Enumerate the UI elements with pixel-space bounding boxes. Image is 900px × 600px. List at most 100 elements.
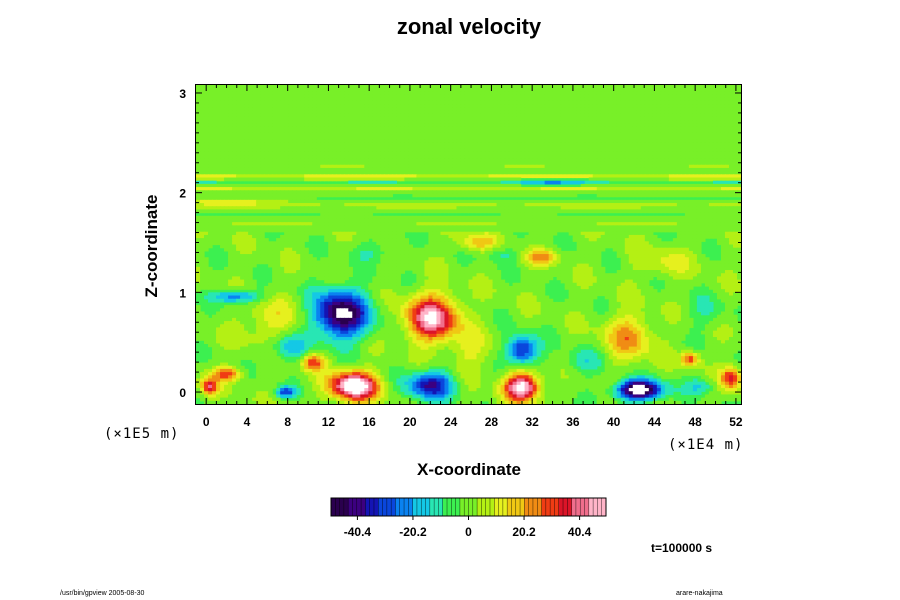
heatmap-cell xyxy=(664,142,670,147)
heatmap-cell xyxy=(588,164,594,169)
heatmap-cell xyxy=(688,177,694,182)
heatmap-cell xyxy=(284,206,289,211)
heatmap-cell xyxy=(496,167,502,172)
heatmap-cell xyxy=(208,132,213,137)
heatmap-cell xyxy=(588,136,594,140)
heatmap-cell xyxy=(492,104,498,108)
heatmap-cell xyxy=(716,167,722,172)
heatmap-cell xyxy=(452,116,458,121)
heatmap-cell xyxy=(680,199,686,204)
heatmap-cell xyxy=(212,132,217,137)
heatmap-cell xyxy=(260,158,265,163)
heatmap-cell xyxy=(336,174,341,179)
heatmap-cell xyxy=(664,203,670,207)
heatmap-cell xyxy=(340,116,345,121)
heatmap-cell xyxy=(252,190,257,195)
heatmap-cell xyxy=(584,110,590,115)
heatmap-cell xyxy=(652,97,658,102)
heatmap-cell xyxy=(364,107,369,112)
heatmap-cell xyxy=(628,94,634,99)
heatmap-cell xyxy=(456,183,462,188)
heatmap-cell xyxy=(376,187,381,191)
heatmap-cell xyxy=(360,167,365,172)
heatmap-cell xyxy=(496,97,502,102)
heatmap-cell xyxy=(472,126,478,131)
heatmap-cell xyxy=(332,199,337,204)
heatmap-cell xyxy=(456,97,462,102)
heatmap-cell xyxy=(360,155,365,159)
heatmap-cell xyxy=(300,104,305,108)
heatmap-cell xyxy=(368,187,373,191)
heatmap-cell xyxy=(304,171,309,175)
heatmap-cell xyxy=(644,126,650,131)
heatmap-cell xyxy=(468,107,474,112)
heatmap-cell xyxy=(344,183,349,188)
heatmap-cell xyxy=(516,171,522,175)
heatmap-cell xyxy=(692,155,698,159)
heatmap-cell xyxy=(704,155,710,159)
heatmap-cell xyxy=(224,151,229,156)
heatmap-cell xyxy=(552,120,558,124)
heatmap-cell xyxy=(284,104,289,108)
heatmap-cell xyxy=(236,85,241,89)
heatmap-cell xyxy=(648,183,654,188)
heatmap-cell xyxy=(256,132,261,137)
heatmap-cell xyxy=(616,104,622,108)
heatmap-cell xyxy=(384,193,389,198)
heatmap-cell xyxy=(260,155,265,159)
heatmap-cell xyxy=(532,129,538,134)
heatmap-cell xyxy=(252,158,257,163)
heatmap-cell xyxy=(588,123,594,128)
heatmap-cell xyxy=(372,174,377,179)
heatmap-cell xyxy=(536,113,542,118)
heatmap-cell xyxy=(320,139,325,144)
heatmap-cell xyxy=(572,97,578,102)
heatmap-cell xyxy=(524,132,530,137)
heatmap-cell xyxy=(652,171,658,175)
heatmap-cell xyxy=(616,85,622,89)
heatmap-cell xyxy=(472,132,478,137)
heatmap-cell xyxy=(308,171,313,175)
heatmap-cell xyxy=(252,139,257,144)
heatmap-cell xyxy=(684,100,690,105)
heatmap-cell xyxy=(412,151,418,156)
heatmap-cell xyxy=(588,139,594,144)
heatmap-cell xyxy=(736,136,742,140)
heatmap-cell xyxy=(732,129,738,134)
heatmap-cell xyxy=(672,120,678,124)
heatmap-cell xyxy=(388,110,393,115)
heatmap-cell xyxy=(628,85,634,89)
heatmap-cell xyxy=(600,97,606,102)
heatmap-cell xyxy=(728,161,734,166)
heatmap-cell xyxy=(496,113,502,118)
heatmap-cell xyxy=(392,155,397,159)
heatmap-cell xyxy=(256,116,261,121)
heatmap-cell xyxy=(724,158,730,163)
heatmap-cell xyxy=(608,113,614,118)
heatmap-cell xyxy=(464,139,470,144)
heatmap-cell xyxy=(604,142,610,147)
heatmap-cell xyxy=(312,113,317,118)
heatmap-cell xyxy=(212,171,217,175)
heatmap-cell xyxy=(360,171,365,175)
heatmap-cell xyxy=(492,199,498,204)
heatmap-cell xyxy=(432,145,438,150)
heatmap-cell xyxy=(672,136,678,140)
heatmap-cell xyxy=(292,161,297,166)
heatmap-cell xyxy=(664,110,670,115)
heatmap-cell xyxy=(332,203,337,207)
heatmap-cell xyxy=(412,193,418,198)
heatmap-cell xyxy=(568,180,574,185)
heatmap-cell xyxy=(356,174,361,179)
heatmap-cell xyxy=(196,113,201,118)
heatmap-cell xyxy=(632,203,638,207)
heatmap-cell xyxy=(308,94,313,99)
heatmap-cell xyxy=(300,183,305,188)
heatmap-cell xyxy=(664,123,670,128)
heatmap-cell xyxy=(400,110,405,115)
heatmap-cell xyxy=(196,145,201,150)
heatmap-cell xyxy=(544,142,550,147)
heatmap-cell xyxy=(380,190,385,195)
heatmap-cell xyxy=(724,100,730,105)
heatmap-cell xyxy=(688,116,694,121)
